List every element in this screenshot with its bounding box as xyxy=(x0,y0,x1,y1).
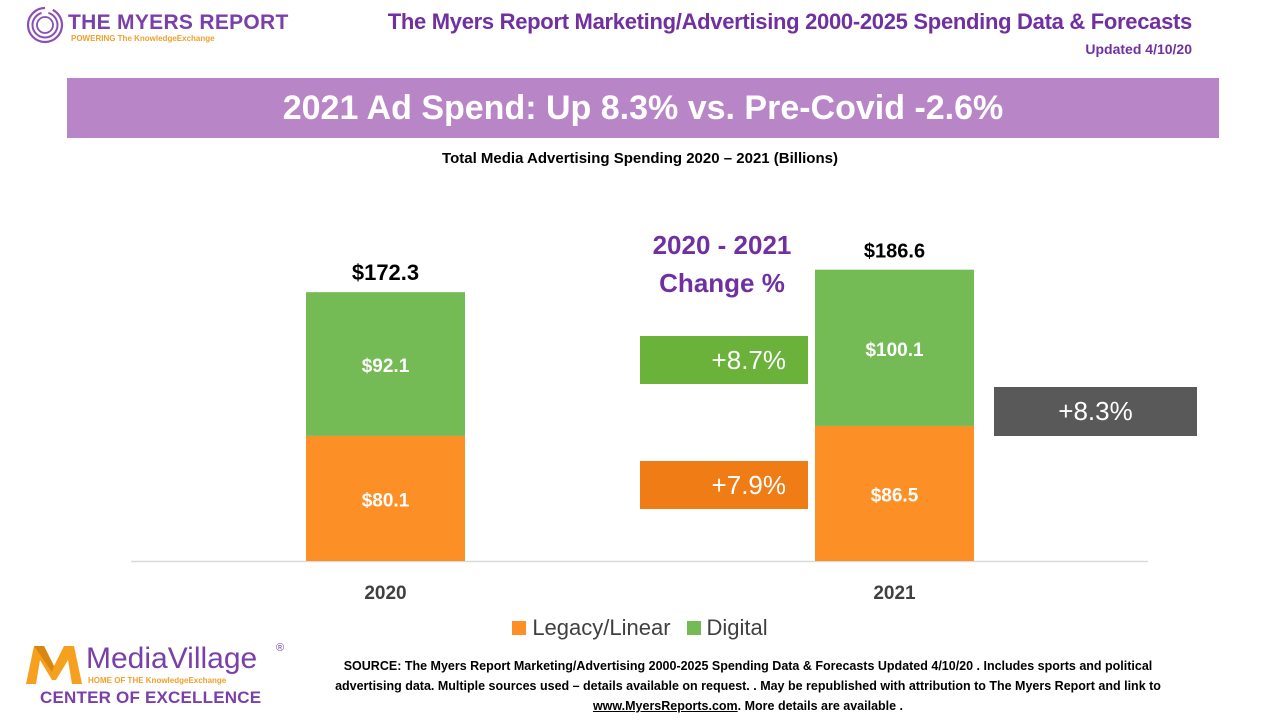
source-line-1: SOURCE: The Myers Report Marketing/Adver… xyxy=(343,659,1153,673)
mediavillage-m-logo-icon xyxy=(26,646,82,684)
source-note: SOURCE: The Myers Report Marketing/Adver… xyxy=(276,656,1220,716)
headline-text: 2021 Ad Spend: Up 8.3% vs. Pre-Covid -2.… xyxy=(282,88,1004,127)
center-of-excellence-text: CENTER OF EXCELLENCE xyxy=(40,688,262,707)
legacy-change-box: +7.9% xyxy=(640,461,808,509)
legend-label-digital: Digital xyxy=(706,615,768,640)
bar-legacy-linear-2020 xyxy=(306,435,465,561)
mediavillage-tagline: HOME OF THE KnowledgeExchange xyxy=(88,676,227,685)
legend-item-digital: Digital xyxy=(686,615,768,641)
bars-group xyxy=(306,269,974,561)
total-change-box: +8.3% xyxy=(994,387,1197,436)
source-line-2: advertising data. Multiple sources used … xyxy=(335,679,1161,693)
data-label-legacy-linear-2020: $80.1 xyxy=(362,490,410,511)
change-heading-line1: 2020 - 2021 xyxy=(652,230,792,260)
chart-legend: Legacy/Linear Digital xyxy=(0,615,1280,641)
legend-label-legacy: Legacy/Linear xyxy=(532,615,671,640)
bar-digital-2020 xyxy=(306,292,465,436)
labels-group: $80.1 $92.1 $172.3 2020 $86.5 $100.1 $186.6 202… xyxy=(352,241,925,604)
data-label-legacy-linear-2021: $86.5 xyxy=(871,485,919,506)
x-tick-label-2020: 2020 xyxy=(364,583,406,604)
bar-digital-2021 xyxy=(815,269,974,426)
change-heading: 2020 - 2021 Change % xyxy=(622,226,822,302)
source-line-3: www.MyersReports.com. More details are a… xyxy=(276,696,1220,716)
logo-tagline: POWERING The KnowledgeExchange xyxy=(71,34,215,43)
total-label-2021: $186.6 xyxy=(864,241,925,263)
mediavillage-name: MediaVillage xyxy=(86,642,258,675)
legend-swatch-digital xyxy=(686,621,701,635)
page-title: The Myers Report Marketing/Advertising 2… xyxy=(387,9,1193,34)
headline-banner: 2021 Ad Spend: Up 8.3% vs. Pre-Covid -2.… xyxy=(67,78,1219,138)
x-tick-label-2021: 2021 xyxy=(873,583,916,604)
legacy-change-value: +7.9% xyxy=(711,469,786,500)
logo-brand-text: THE MYERS REPORT xyxy=(68,11,289,34)
myers-reports-link[interactable]: www.MyersReports.com xyxy=(592,699,738,713)
chart-title: Total Media Advertising Spending 2020 – … xyxy=(442,150,838,167)
total-label-2020: $172.3 xyxy=(352,260,419,285)
updated-date: Updated 4/10/20 xyxy=(1085,41,1192,57)
mediavillage-logo: MediaVillage ® HOME OF THE KnowledgeExch… xyxy=(26,642,286,710)
change-heading-line2: Change % xyxy=(659,268,785,298)
digital-change-value: +8.7% xyxy=(711,344,786,375)
myers-report-logo: THE MYERS REPORT POWERING The KnowledgeE… xyxy=(26,6,316,52)
total-change-value: +8.3% xyxy=(1058,396,1133,426)
source-line-3-rest: . More details are available . xyxy=(737,699,904,713)
bar-legacy-linear-2021 xyxy=(815,425,974,561)
data-label-digital-2021: $100.1 xyxy=(865,340,924,361)
legend-swatch-legacy xyxy=(512,621,527,635)
legend-item-legacy: Legacy/Linear xyxy=(512,615,671,641)
registered-mark: ® xyxy=(276,642,285,654)
myers-ring-logo-icon xyxy=(26,6,64,44)
digital-change-box: +8.7% xyxy=(640,336,808,384)
data-label-digital-2020: $92.1 xyxy=(362,356,410,377)
